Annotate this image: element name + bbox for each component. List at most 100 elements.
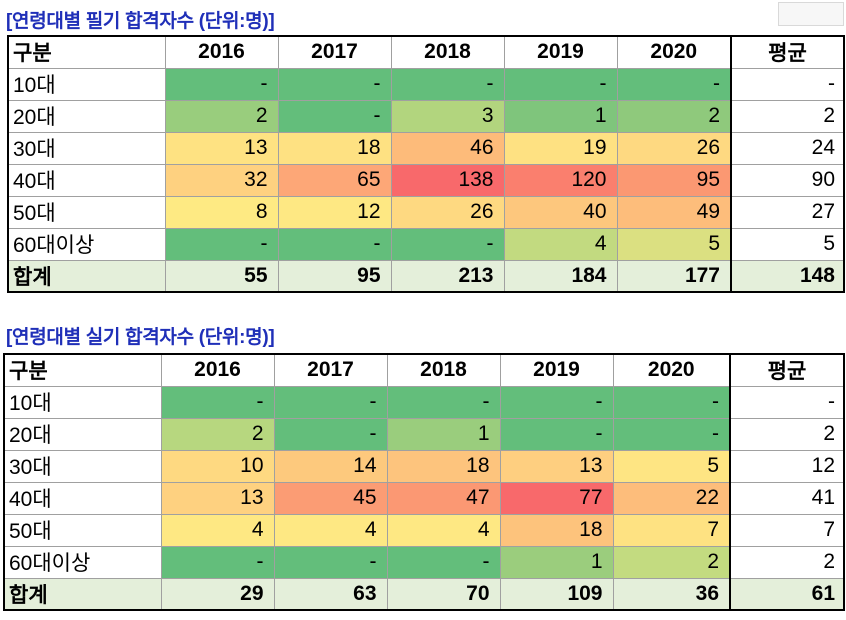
header-year: 2018 xyxy=(386,353,501,387)
data-cell: 77 xyxy=(499,481,614,515)
data-cell: 40 xyxy=(503,195,618,229)
header-average: 평균 xyxy=(730,35,845,69)
data-cell: 32 xyxy=(164,163,279,197)
data-cell: - xyxy=(616,67,732,101)
data-cell: 2 xyxy=(616,99,732,133)
average-cell: 2 xyxy=(729,545,845,579)
data-cell: 19 xyxy=(503,131,618,165)
data-cell: 22 xyxy=(612,481,731,515)
header-row: 구분 2016 2017 2018 2019 2020 평균 xyxy=(3,353,845,387)
total-cell: 70 xyxy=(386,577,501,611)
data-cell: 46 xyxy=(390,131,505,165)
data-cell: 14 xyxy=(273,449,388,483)
data-cell: 18 xyxy=(277,131,392,165)
average-cell: 24 xyxy=(730,131,845,165)
data-cell: 13 xyxy=(499,449,614,483)
total-cell: 177 xyxy=(616,259,732,293)
data-cell: 10 xyxy=(160,449,275,483)
average-cell: 27 xyxy=(730,195,845,229)
data-cell: 47 xyxy=(386,481,501,515)
data-cell: 65 xyxy=(277,163,392,197)
header-row: 구분 2016 2017 2018 2019 2020 평균 xyxy=(7,35,845,69)
data-cell: 1 xyxy=(503,99,618,133)
data-cell: 26 xyxy=(390,195,505,229)
data-cell: 5 xyxy=(612,449,731,483)
header-year: 2016 xyxy=(164,35,279,69)
total-cell: 55 xyxy=(164,259,279,293)
row-label: 50대 xyxy=(3,513,162,547)
data-cell: 49 xyxy=(616,195,732,229)
data-cell: 2 xyxy=(160,417,275,451)
empty-cell xyxy=(778,2,844,26)
data-cell: 1 xyxy=(499,545,614,579)
row-label: 50대 xyxy=(7,195,166,229)
average-cell: 12 xyxy=(729,449,845,483)
header-year: 2019 xyxy=(503,35,618,69)
header-year: 2017 xyxy=(273,353,388,387)
data-cell: - xyxy=(386,385,501,419)
data-cell: 18 xyxy=(499,513,614,547)
data-cell: - xyxy=(612,417,731,451)
table-row: 40대 32 65 138 120 95 90 xyxy=(7,163,845,197)
data-cell: - xyxy=(273,417,388,451)
header-year: 2019 xyxy=(499,353,614,387)
data-cell: - xyxy=(273,545,388,579)
average-cell: 41 xyxy=(729,481,845,515)
data-cell: 45 xyxy=(273,481,388,515)
total-cell: 184 xyxy=(503,259,618,293)
data-cell: 3 xyxy=(390,99,505,133)
data-cell: - xyxy=(499,385,614,419)
data-cell: 13 xyxy=(164,131,279,165)
header-category: 구분 xyxy=(3,353,162,387)
data-cell: - xyxy=(499,417,614,451)
table1-title: [연령대별 필기 합격자수 (단위:명)] xyxy=(6,11,275,32)
row-label: 10대 xyxy=(3,385,162,419)
header-year: 2016 xyxy=(160,353,275,387)
row-label: 40대 xyxy=(3,481,162,515)
data-cell: 120 xyxy=(503,163,618,197)
data-cell: - xyxy=(503,67,618,101)
data-cell: 26 xyxy=(616,131,732,165)
header-average: 평균 xyxy=(729,353,845,387)
average-cell: 7 xyxy=(729,513,845,547)
table-row: 30대 13 18 46 19 26 24 xyxy=(7,131,845,165)
total-average-cell: 148 xyxy=(730,259,845,293)
data-cell: - xyxy=(164,67,279,101)
average-cell: 2 xyxy=(729,417,845,451)
data-cell: - xyxy=(390,227,505,261)
data-cell: - xyxy=(386,545,501,579)
data-cell: 7 xyxy=(612,513,731,547)
total-cell: 63 xyxy=(273,577,388,611)
row-label: 40대 xyxy=(7,163,166,197)
data-cell: - xyxy=(160,545,275,579)
practical-exam-table: 구분 2016 2017 2018 2019 2020 평균 10대 - - - - - -… xyxy=(3,353,845,611)
data-cell: 12 xyxy=(277,195,392,229)
data-cell: - xyxy=(277,227,392,261)
row-label: 10대 xyxy=(7,67,166,101)
average-cell: - xyxy=(729,385,845,419)
written-exam-table: 구분 2016 2017 2018 2019 2020 평균 10대 - - - - - -… xyxy=(7,35,845,293)
data-cell: 1 xyxy=(386,417,501,451)
total-label: 합계 xyxy=(3,577,162,611)
average-cell: 2 xyxy=(730,99,845,133)
total-cell: 213 xyxy=(390,259,505,293)
data-cell: 5 xyxy=(616,227,732,261)
header-year: 2020 xyxy=(612,353,731,387)
average-cell: 5 xyxy=(730,227,845,261)
row-label: 30대 xyxy=(7,131,166,165)
data-cell: - xyxy=(612,385,731,419)
table-row: 20대 2-1- -2 xyxy=(3,417,845,451)
row-label: 60대이상 xyxy=(7,227,166,261)
total-row: 합계 55 95 213 184 177 148 xyxy=(7,259,845,293)
total-cell: 29 xyxy=(160,577,275,611)
data-cell: 18 xyxy=(386,449,501,483)
data-cell: 2 xyxy=(164,99,279,133)
data-cell: 2 xyxy=(612,545,731,579)
table-row: 30대 10 14 18 13 5 12 xyxy=(3,449,845,483)
header-year: 2018 xyxy=(390,35,505,69)
data-cell: 4 xyxy=(273,513,388,547)
data-cell: 4 xyxy=(503,227,618,261)
data-cell: 4 xyxy=(160,513,275,547)
data-cell: - xyxy=(164,227,279,261)
total-cell: 109 xyxy=(499,577,614,611)
